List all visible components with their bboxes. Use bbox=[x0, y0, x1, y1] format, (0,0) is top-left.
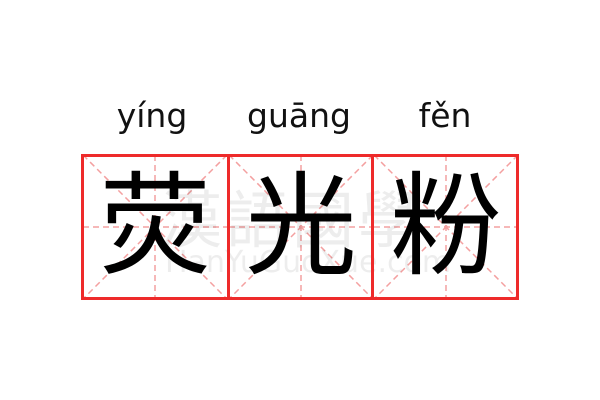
pinyin-3: fěn bbox=[418, 96, 472, 135]
character-1: 荧 bbox=[99, 162, 211, 292]
guide-lines bbox=[83, 155, 227, 299]
character-cell-3: 粉 bbox=[374, 155, 518, 299]
character-cell-1: 荧 bbox=[83, 155, 227, 299]
watermark-logo: 漢語國學 bbox=[160, 184, 425, 257]
watermark-site: HanYuGuoXue.com bbox=[165, 245, 452, 280]
pinyin-2: guāng bbox=[247, 96, 351, 135]
cell-divider bbox=[227, 154, 230, 300]
grid-frame bbox=[81, 154, 519, 300]
guide-lines bbox=[374, 155, 518, 299]
character-2: 光 bbox=[245, 162, 357, 292]
character-3: 粉 bbox=[390, 162, 502, 292]
pinyin-1: yíng bbox=[116, 96, 188, 135]
character-cell-2: 光 bbox=[229, 155, 373, 299]
cell-divider bbox=[371, 154, 374, 300]
guide-lines bbox=[229, 155, 373, 299]
